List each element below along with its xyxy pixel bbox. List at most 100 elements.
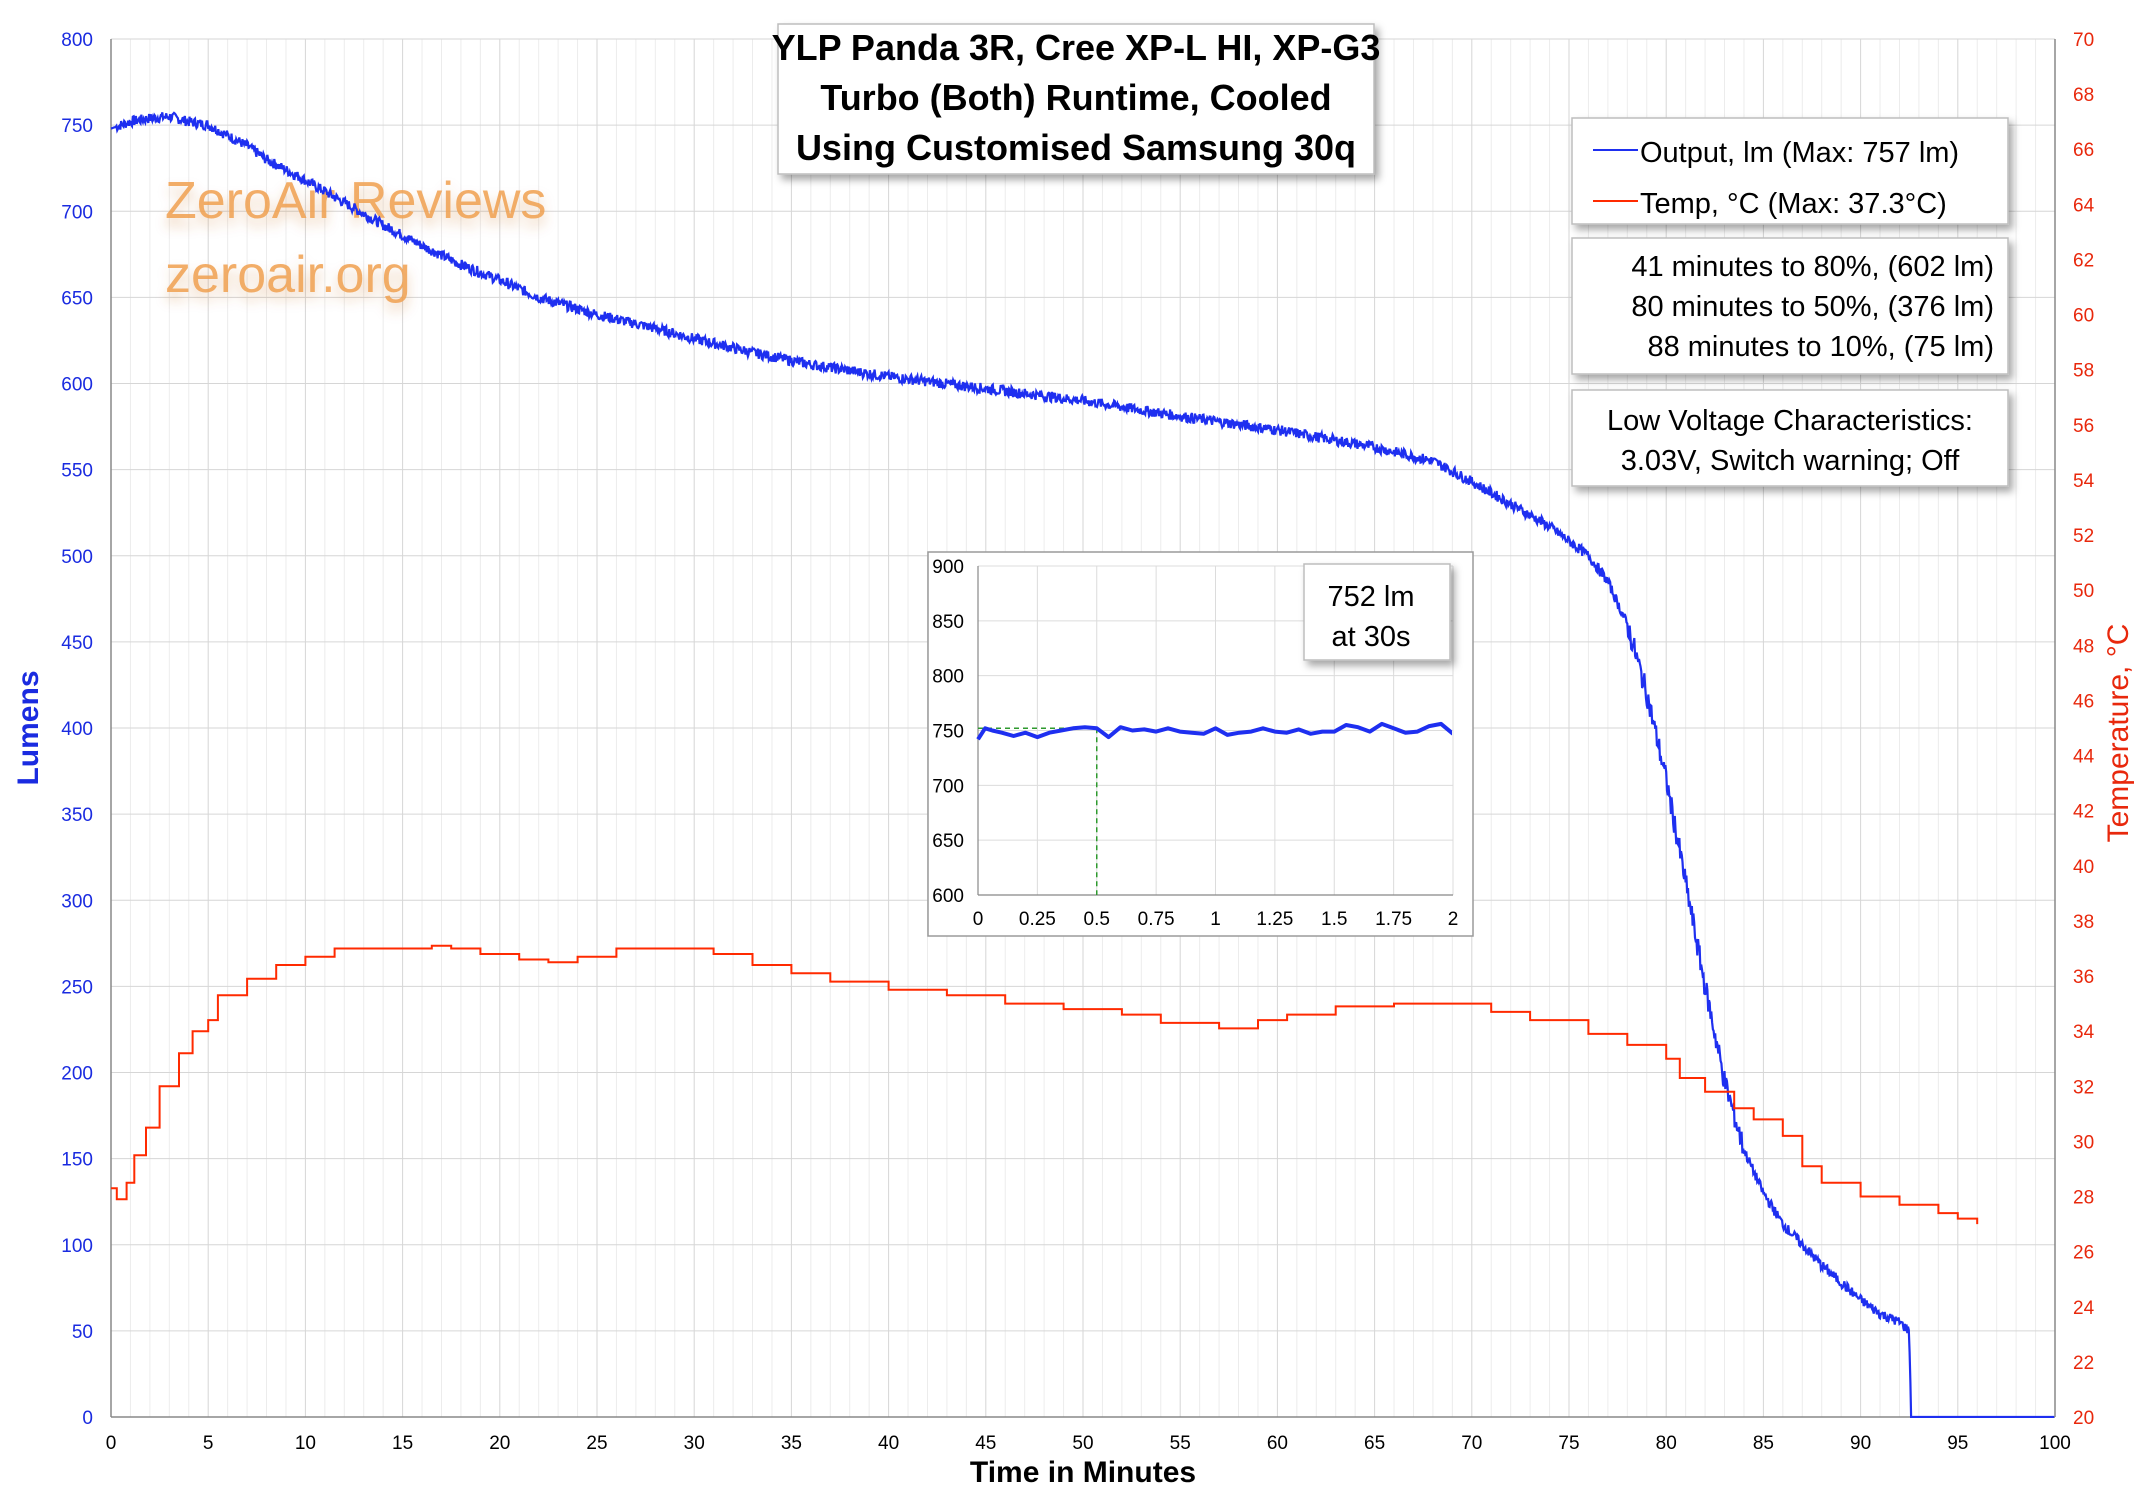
- y-tick-label: 250: [61, 977, 93, 998]
- inset-x-tick-label: 0.75: [1138, 909, 1175, 930]
- watermark-line-2: zeroair.org: [165, 246, 411, 304]
- y2-tick-label: 62: [2073, 250, 2094, 271]
- legend-label-temp: Temp, °C (Max: 37.3°C): [1640, 188, 1947, 220]
- y2-tick-label: 30: [2073, 1132, 2094, 1153]
- inset-y-tick-label: 800: [932, 667, 964, 688]
- inset-annotation-frame: [1303, 563, 1451, 661]
- y2-tick-label: 44: [2073, 747, 2095, 768]
- y2-tick-label: 56: [2073, 416, 2094, 437]
- x-tick-label: 60: [1267, 1433, 1288, 1454]
- y2-tick-label: 26: [2073, 1243, 2094, 1264]
- inset-x-tick-label: 0.25: [1019, 909, 1056, 930]
- inset-annotation: 752 lm at 30s: [1303, 563, 1451, 661]
- x-tick-label: 55: [1170, 1433, 1191, 1454]
- y-axis-title: Lumens: [12, 670, 45, 785]
- x-tick-label: 15: [392, 1433, 413, 1454]
- inset-series-layer: [976, 721, 1452, 895]
- low-voltage-annotation-frame: [1571, 389, 2009, 487]
- y2-tick-label: 60: [2073, 306, 2094, 327]
- y2-tick-label: 32: [2073, 1077, 2094, 1098]
- y2-tick-label: 38: [2073, 912, 2094, 933]
- y2-axis-title: Temperature, °C: [2102, 624, 2135, 843]
- title-box-frame: [777, 23, 1375, 175]
- y2-tick-label: 20: [2073, 1408, 2094, 1429]
- inset-annotation-line-2: at 30s: [1332, 621, 1411, 653]
- inset-y-tick-label: 750: [932, 722, 964, 743]
- x-axis-title: Time in Minutes: [970, 1456, 1196, 1489]
- low-voltage-annotation: Low Voltage Characteristics: 3.03V, Swit…: [1571, 389, 2009, 487]
- y-tick-label: 600: [61, 375, 93, 396]
- inset-y-tick-label: 600: [932, 886, 964, 907]
- y-tick-label: 0: [82, 1408, 93, 1429]
- inset-x-tick-label: 1.5: [1321, 909, 1347, 930]
- x-tick-label: 25: [586, 1433, 607, 1454]
- y-tick-label: 550: [61, 461, 93, 482]
- inset-annotation-line-1: 752 lm: [1327, 581, 1414, 613]
- x-tick-label: 90: [1850, 1433, 1871, 1454]
- inset-x-tick-label: 2: [1448, 909, 1459, 930]
- series-layer: [110, 111, 2055, 1418]
- y2-tick-label: 70: [2073, 30, 2094, 51]
- x-tick-label: 10: [295, 1433, 316, 1454]
- series-temp-line: [111, 944, 1979, 1225]
- y-tick-label: 450: [61, 633, 93, 654]
- y-tick-label: 350: [61, 805, 93, 826]
- x-tick-label: 45: [975, 1433, 996, 1454]
- runtime-annotation-frame: [1571, 237, 2009, 375]
- y-tick-label: 100: [61, 1236, 93, 1257]
- y-tick-label: 500: [61, 547, 93, 568]
- x-tick-label: 35: [781, 1433, 802, 1454]
- inset-x-tick-label: 1.25: [1256, 909, 1293, 930]
- y-tick-label: 400: [61, 719, 93, 740]
- runtime-annotation-line-1: 41 minutes to 80%, (602 lm): [1631, 251, 1994, 283]
- y-tick-label: 50: [72, 1322, 93, 1343]
- x-tick-label: 95: [1947, 1433, 1968, 1454]
- runtime-annotation-line-3: 88 minutes to 10%, (75 lm): [1647, 331, 1994, 363]
- inset-chart: 0 0.25 0.5 0.75 1 1.25 1.5 1.75 2 600 650 700 750 800…: [927, 551, 1474, 937]
- chart-title-line-3: Using Customised Samsung 30q: [796, 127, 1356, 168]
- y2-tick-label: 64: [2073, 195, 2095, 216]
- legend: Output, lm (Max: 757 lm) Temp, °C (Max: …: [1571, 117, 2009, 225]
- runtime-annotation-line-2: 80 minutes to 50%, (376 lm): [1631, 291, 1994, 323]
- y-tick-label: 750: [61, 116, 93, 137]
- x-tick-label: 85: [1753, 1433, 1774, 1454]
- inset-x-tick-label: 0.5: [1084, 909, 1110, 930]
- x-tick-label: 30: [684, 1433, 705, 1454]
- y-tick-label: 150: [61, 1150, 93, 1171]
- inset-y-tick-label: 850: [932, 612, 964, 633]
- y2-tick-label: 28: [2073, 1188, 2094, 1209]
- y2-tick-label: 48: [2073, 636, 2094, 657]
- y2-tick-label: 22: [2073, 1353, 2094, 1374]
- chart-title-line-2: Turbo (Both) Runtime, Cooled: [820, 77, 1331, 118]
- y2-tick-label: 66: [2073, 140, 2094, 161]
- x-tick-label: 50: [1072, 1433, 1093, 1454]
- x-tick-label: 70: [1461, 1433, 1482, 1454]
- gridlines: [110, 38, 2056, 1418]
- inset-series-output-line: [976, 721, 1452, 741]
- y2-tick-label: 24: [2073, 1298, 2095, 1319]
- y2-tick-label: 54: [2073, 471, 2095, 492]
- inset-y-tick-label: 900: [932, 557, 964, 578]
- y2-tick-label: 52: [2073, 526, 2094, 547]
- chart-title-line-1: YLP Panda 3R, Cree XP-L HI, XP-G3: [772, 27, 1381, 68]
- x-tick-label: 75: [1558, 1433, 1579, 1454]
- y2-tick-label: 42: [2073, 802, 2094, 823]
- y2-tick-label: 50: [2073, 581, 2094, 602]
- x-tick-label: 100: [2039, 1433, 2071, 1454]
- legend-label-output: Output, lm (Max: 757 lm): [1640, 137, 1959, 169]
- watermark-line-1: ZeroAir Reviews: [165, 172, 546, 230]
- inset-axes: 0 0.25 0.5 0.75 1 1.25 1.5 1.75 2 600 650 700 750 800…: [932, 557, 1458, 930]
- axes: 0 5 10 15 20 25 30 35 40 45 50 55 60 65 70 75 80 85 90 95 10…: [12, 30, 2135, 1489]
- legend-frame: [1571, 117, 2009, 225]
- x-tick-label: 80: [1656, 1433, 1677, 1454]
- y2-tick-label: 46: [2073, 691, 2094, 712]
- y-tick-label: 700: [61, 202, 93, 223]
- y-tick-label: 800: [61, 30, 93, 51]
- inset-x-tick-label: 0: [973, 909, 984, 930]
- inset-x-tick-label: 1: [1210, 909, 1221, 930]
- watermark: ZeroAir Reviews zeroair.org: [165, 172, 546, 304]
- series-output-line: [110, 111, 2055, 1418]
- y2-tick-label: 58: [2073, 361, 2094, 382]
